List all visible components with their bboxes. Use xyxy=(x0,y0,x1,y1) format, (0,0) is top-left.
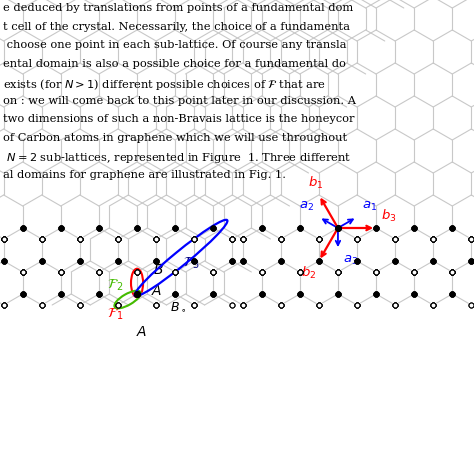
Text: $\mathcal{F}_2$: $\mathcal{F}_2$ xyxy=(107,278,124,293)
Text: $N = 2$ sub-lattices, represented in Figure  1. Three different: $N = 2$ sub-lattices, represented in Fig… xyxy=(3,151,351,165)
Text: e deduced by translations from points of a fundamental dom: e deduced by translations from points of… xyxy=(3,3,353,13)
Text: exists (for $N > 1$) different possible choices of $\mathcal{F}$ that are: exists (for $N > 1$) different possible … xyxy=(3,77,326,92)
Text: $a_1$: $a_1$ xyxy=(362,200,377,213)
Text: $\mathcal{F}_3$: $\mathcal{F}_3$ xyxy=(183,255,199,271)
Text: $B_\circ$: $B_\circ$ xyxy=(170,301,186,313)
Text: $a_2$: $a_2$ xyxy=(299,200,314,213)
Text: ental domain is also a possible choice for a fundamental do: ental domain is also a possible choice f… xyxy=(3,58,346,69)
Text: $a_3$: $a_3$ xyxy=(343,254,358,267)
Text: $A$: $A$ xyxy=(137,325,148,339)
Text: $A$: $A$ xyxy=(151,284,162,298)
Text: $\mathcal{F}_1$: $\mathcal{F}_1$ xyxy=(107,306,123,322)
Text: on : we will come back to this point later in our discussion. A: on : we will come back to this point lat… xyxy=(3,95,356,106)
Text: $B$: $B$ xyxy=(153,263,164,277)
Text: $b_3$: $b_3$ xyxy=(381,208,397,224)
Text: two dimensions of such a non-Bravais lattice is the honeycor: two dimensions of such a non-Bravais lat… xyxy=(3,114,355,124)
Text: $b_1$: $b_1$ xyxy=(308,175,324,191)
Text: $b_2$: $b_2$ xyxy=(301,265,316,281)
Text: of Carbon atoms in graphene which we will use throughout: of Carbon atoms in graphene which we wil… xyxy=(3,133,347,143)
Text: t cell of the crystal. Necessarily, the choice of a fundamenta: t cell of the crystal. Necessarily, the … xyxy=(3,21,350,31)
Text: choose one point in each sub-lattice. Of course any transla: choose one point in each sub-lattice. Of… xyxy=(3,40,346,50)
Text: al domains for graphene are illustrated in Fig. 1.: al domains for graphene are illustrated … xyxy=(3,170,286,180)
